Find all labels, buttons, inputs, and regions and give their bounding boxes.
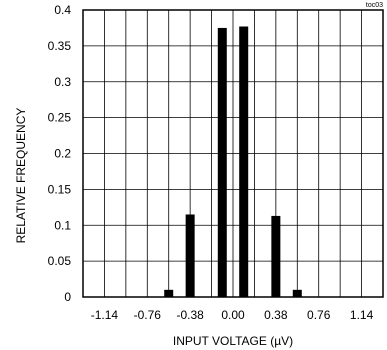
plot-area-border (82, 9, 384, 298)
bars (164, 26, 302, 297)
y-tick-label: 0.05 (48, 254, 72, 268)
x-tick-label: 0.38 (264, 308, 288, 322)
bar (164, 289, 174, 297)
x-axis-title: INPUT VOLTAGE (µV) (173, 334, 293, 348)
bar (217, 27, 227, 297)
y-tick-label: 0.15 (48, 182, 72, 196)
x-tick-label: -1.14 (91, 308, 119, 322)
x-tick-label: -0.76 (134, 308, 162, 322)
y-tick-label: 0 (64, 290, 71, 304)
x-tick-label: -0.38 (176, 308, 204, 322)
y-tick-label: 0.25 (48, 111, 72, 125)
x-tick-label: 1.14 (350, 308, 374, 322)
bar (185, 214, 195, 297)
y-tick-label: 0.4 (54, 3, 71, 17)
x-tick-label: 0.76 (307, 308, 331, 322)
grid-lines (83, 10, 383, 297)
y-axis-title: RELATIVE FREQUENCY (14, 108, 28, 244)
y-tick-label: 0.3 (54, 75, 71, 89)
y-tick-label: 0.1 (54, 218, 71, 232)
y-tick-label: 0.35 (48, 39, 72, 53)
x-tick-label: 0.00 (221, 308, 245, 322)
bar (239, 26, 249, 297)
y-tick-label: 0.2 (54, 147, 71, 161)
bar (292, 289, 302, 297)
bar (271, 215, 281, 297)
y-tick-labels: 0 0.05 0.1 0.15 0.2 0.25 0.3 0.35 0.4 (48, 3, 72, 304)
x-tick-labels: -1.14 -0.76 -0.38 0.00 0.38 0.76 1.14 (91, 308, 374, 322)
figure-tag: toc03 (366, 2, 383, 9)
